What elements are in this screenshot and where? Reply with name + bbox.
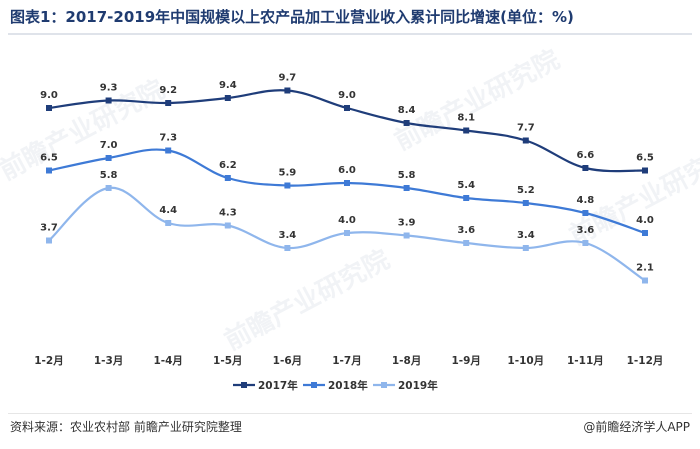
data-label: 4.4 [159, 205, 177, 216]
data-point [105, 97, 112, 104]
data-label: 9.7 [279, 73, 297, 84]
legend-marker [311, 382, 317, 388]
x-tick-label: 1-6月 [273, 355, 302, 367]
data-point [344, 180, 350, 186]
brand-text: @前瞻经济学人APP [583, 420, 690, 434]
data-label: 3.4 [517, 230, 535, 241]
data-label: 9.0 [338, 90, 356, 101]
data-label: 9.0 [40, 90, 58, 101]
data-point [224, 95, 231, 101]
x-tick-label: 1-9月 [451, 355, 480, 367]
data-label: 9.4 [219, 80, 237, 91]
data-point [284, 245, 291, 251]
data-label: 3.4 [279, 230, 297, 241]
data-label: 3.7 [40, 223, 58, 234]
data-point [522, 137, 529, 144]
data-point [403, 120, 410, 126]
data-label: 8.1 [457, 113, 475, 124]
data-label: 7.0 [100, 140, 118, 151]
data-label: 4.0 [636, 215, 654, 226]
title-divider [8, 33, 692, 35]
data-point [463, 127, 470, 134]
legend-marker [241, 382, 247, 388]
data-label: 7.3 [159, 133, 177, 144]
legend-label: 2017年 [258, 379, 298, 392]
x-tick-label: 1-11月 [567, 355, 604, 367]
data-point [463, 195, 470, 201]
data-point [224, 175, 231, 181]
data-point [284, 182, 291, 189]
data-point [642, 230, 648, 236]
legend-label: 2018年 [328, 379, 368, 392]
series-line-2019年 [48, 186, 646, 282]
data-label: 4.3 [219, 208, 237, 219]
data-label: 9.3 [100, 83, 118, 94]
source-note: 资料来源：农业农村部 前瞻产业研究院整理 [10, 420, 242, 434]
data-point [105, 155, 112, 161]
data-label: 5.8 [100, 170, 118, 181]
legend-label: 2019年 [398, 379, 438, 392]
data-label: 8.4 [398, 105, 416, 116]
data-label: 6.0 [338, 165, 356, 176]
data-label: 5.9 [279, 168, 297, 179]
x-tick-label: 1-2月 [34, 355, 63, 367]
data-point [165, 147, 172, 154]
data-point [344, 105, 350, 111]
data-label: 5.4 [457, 180, 475, 191]
brand-credit: @前瞻经济学人APP [583, 418, 690, 435]
data-point [165, 220, 172, 226]
data-point [522, 200, 529, 206]
x-tick-label: 1-5月 [213, 355, 242, 367]
data-point [46, 167, 52, 174]
data-label: 7.7 [517, 123, 535, 134]
x-tick-label: 1-4月 [153, 355, 182, 367]
data-point [224, 222, 231, 229]
data-label: 9.2 [159, 85, 177, 96]
data-label: 5.8 [398, 170, 416, 181]
x-tick-label: 1-7月 [332, 355, 361, 367]
data-label: 3.9 [398, 218, 416, 229]
series-line-2017年 [48, 89, 646, 173]
data-label: 6.6 [577, 150, 595, 161]
chart-title: 图表1：2017-2019年中国规模以上农产品加工业营业收入累计同比增速(单位：… [10, 8, 574, 26]
data-point [642, 277, 648, 284]
data-label: 6.5 [40, 153, 58, 164]
data-point [403, 185, 410, 191]
x-tick-label: 1-3月 [94, 355, 123, 367]
x-tick-label: 1-10月 [507, 355, 544, 367]
data-point [105, 185, 112, 191]
data-label: 4.8 [577, 195, 595, 206]
legend-marker [381, 382, 387, 388]
data-point [165, 100, 172, 106]
data-point [642, 167, 648, 174]
data-label: 3.6 [577, 225, 595, 236]
data-point [522, 245, 529, 251]
data-point [46, 237, 52, 244]
data-label: 3.6 [457, 225, 475, 236]
data-point [284, 87, 291, 94]
data-point [46, 105, 52, 111]
data-label: 6.5 [636, 153, 654, 164]
data-point [582, 240, 589, 246]
footer-divider [8, 413, 692, 414]
data-label: 2.1 [636, 263, 654, 274]
data-point [582, 165, 589, 171]
data-point [344, 230, 350, 236]
data-point [582, 210, 589, 216]
data-label: 6.2 [219, 160, 237, 171]
data-label: 5.2 [517, 185, 535, 196]
x-tick-label: 1-8月 [392, 355, 421, 367]
data-label: 4.0 [338, 215, 356, 226]
data-point [403, 232, 410, 239]
data-point [463, 240, 470, 246]
x-tick-label: 1-12月 [627, 355, 664, 367]
